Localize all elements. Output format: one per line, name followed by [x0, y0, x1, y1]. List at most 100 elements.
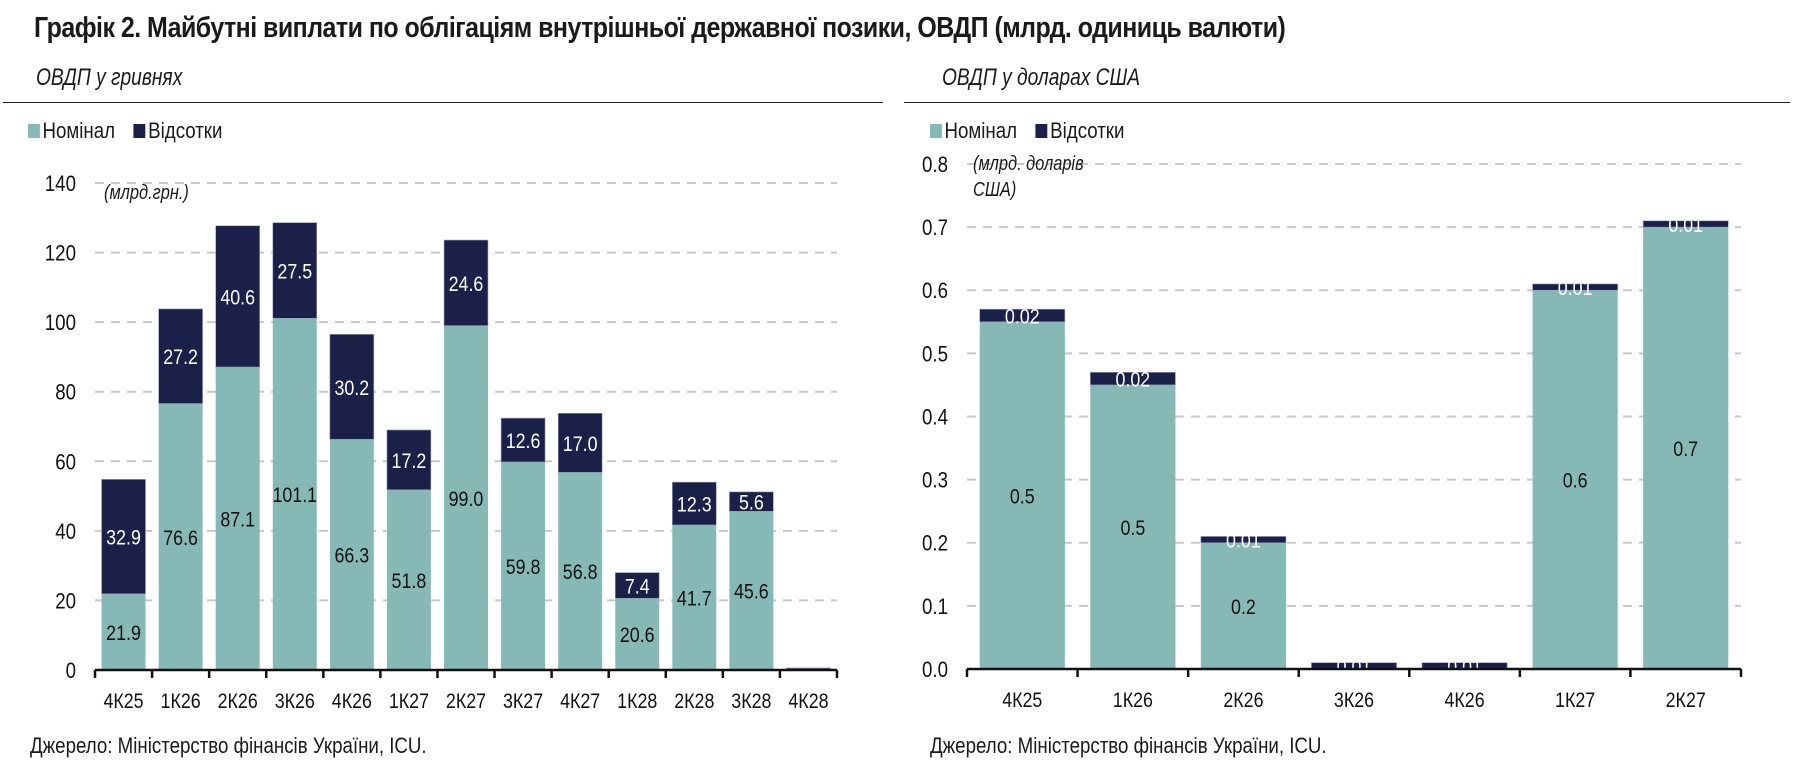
x-tick-label: 1К26 [1113, 689, 1153, 713]
data-label-nominal: 51.8 [392, 570, 427, 594]
right-chart-subtitle: ОВДП у доларах США [942, 64, 1141, 91]
data-label-interest: 0.01 [1558, 277, 1593, 301]
left-divider [3, 102, 883, 103]
y-tick-label: 0 [66, 660, 76, 684]
bar-segment-interest [443, 239, 489, 326]
data-label-nominal: 76.6 [163, 526, 198, 550]
x-tick-label: 3К26 [275, 690, 315, 714]
legend-item-interest: Відсотки [1035, 118, 1125, 144]
legend-item-nominal: Номінал [930, 118, 1017, 144]
x-tick-label: 4К25 [1002, 689, 1042, 713]
legend-swatch-nominal [930, 124, 942, 138]
bar-segment-nominal [272, 318, 317, 670]
left-legend: Номінал Відсотки [28, 118, 241, 144]
data-label-interest: 27.5 [277, 260, 312, 284]
x-tick-label: 2К28 [674, 690, 714, 714]
bar-segment-interest [557, 412, 603, 473]
y-tick-label: 0.2 [922, 532, 948, 556]
data-label-nominal: 0.5 [1010, 485, 1035, 509]
y-tick-label: 80 [55, 381, 76, 405]
data-label-nominal: 101.1 [272, 484, 317, 508]
data-label-nominal: 0.5 [1120, 517, 1145, 541]
data-label-nominal: 87.1 [220, 508, 255, 532]
y-tick-label: 0.6 [922, 280, 948, 304]
x-tick-label: 4К26 [1445, 689, 1485, 713]
bar-segment-interest [158, 308, 203, 404]
data-label-interest: 27.2 [163, 346, 198, 370]
bar-segment-nominal [101, 593, 146, 670]
bar-segment-nominal [444, 325, 488, 670]
data-label-nominal: 41.7 [677, 587, 712, 611]
right-source-note: Джерело: Міністерство фінансів України, … [930, 733, 1327, 758]
legend-item-interest: Відсотки [133, 118, 222, 144]
y-tick-label: 20 [55, 590, 76, 614]
x-tick-label: 4К27 [560, 690, 600, 714]
y-tick-label: 60 [55, 451, 76, 475]
bar-segment-nominal [615, 598, 660, 670]
x-tick-label: 1К26 [161, 690, 201, 714]
bar-segment-interest [729, 491, 774, 512]
data-label-nominal: 99.0 [449, 487, 484, 511]
data-label-interest: 24.6 [449, 273, 484, 297]
x-tick-label: 1К28 [617, 690, 657, 714]
bar-segment-nominal [1090, 384, 1176, 669]
data-label-nominal: 0.6 [1563, 469, 1588, 493]
bar-segment-nominal [1643, 227, 1729, 669]
y-tick-label: 0.1 [922, 596, 948, 620]
bar-segment-nominal [501, 461, 546, 670]
bar-segment-interest [500, 417, 546, 463]
x-tick-label: 2К26 [218, 690, 258, 714]
x-tick-label: 3К27 [503, 690, 543, 714]
data-label-interest: 5.6 [739, 491, 764, 515]
bar-segment-nominal [558, 472, 603, 670]
legend-swatch-nominal [28, 124, 40, 138]
y-tick-label: 0.7 [922, 217, 948, 241]
data-label-nominal: 59.8 [506, 556, 541, 580]
data-label-interest: 0.01 [1337, 656, 1372, 680]
data-label-nominal: 66.3 [334, 544, 369, 568]
y-tick-label: 40 [55, 521, 76, 545]
data-label-nominal: 21.9 [106, 622, 141, 646]
data-label-interest: 40.6 [220, 286, 255, 310]
bar-segment-nominal [215, 367, 260, 670]
legend-item-nominal: Номінал [28, 118, 115, 144]
y-tick-label: 0.3 [922, 469, 948, 493]
bar-segment-nominal [1200, 542, 1286, 669]
bar-segment-interest [329, 334, 375, 440]
right-legend: Номінал Відсотки [930, 118, 1143, 144]
legend-label-interest: Відсотки [1050, 118, 1125, 143]
legend-swatch-interest [133, 124, 146, 138]
legend-swatch-interest [1035, 124, 1048, 138]
legend-label-nominal: Номінал [944, 118, 1018, 143]
unit-label: (млрд.грн.) [104, 180, 189, 203]
x-tick-label: 4К25 [103, 690, 143, 714]
x-tick-label: 2К26 [1223, 689, 1263, 713]
data-label-interest: 32.9 [106, 526, 141, 550]
bar-segment-interest [386, 429, 432, 491]
left-source-note: Джерело: Міністерство фінансів України, … [30, 733, 427, 758]
bar-segment-nominal [158, 403, 203, 670]
data-label-interest: 17.2 [392, 450, 427, 474]
figure-title: Графік 2. Майбутні виплати по облігаціям… [34, 12, 1286, 44]
data-label-interest: 0.02 [1115, 368, 1150, 392]
data-label-nominal: 20.6 [620, 624, 655, 648]
bar-segment-interest [1089, 372, 1176, 386]
bar-segment-interest [1642, 220, 1729, 228]
y-tick-label: 120 [45, 242, 76, 266]
x-tick-label: 1К27 [389, 690, 429, 714]
bar-segment-interest [101, 479, 146, 595]
x-tick-label: 3К26 [1334, 689, 1374, 713]
data-label-interest: 12.3 [677, 493, 712, 517]
x-tick-label: 4К28 [788, 690, 828, 714]
bar-segment-nominal [729, 511, 774, 670]
right-divider [904, 102, 1790, 103]
bar-segment-nominal [386, 489, 431, 670]
unit-label: (млрд. доларів [973, 151, 1084, 174]
data-label-interest: 12.6 [506, 430, 541, 454]
bar-segment-interest [272, 222, 318, 319]
bar-segment-nominal [672, 524, 717, 670]
data-label-interest: 0.01 [1668, 214, 1703, 238]
data-label-nominal: 45.6 [734, 580, 769, 604]
data-label-nominal: 0.2 [1231, 596, 1256, 620]
data-label-interest: 0.01 [1226, 529, 1261, 553]
